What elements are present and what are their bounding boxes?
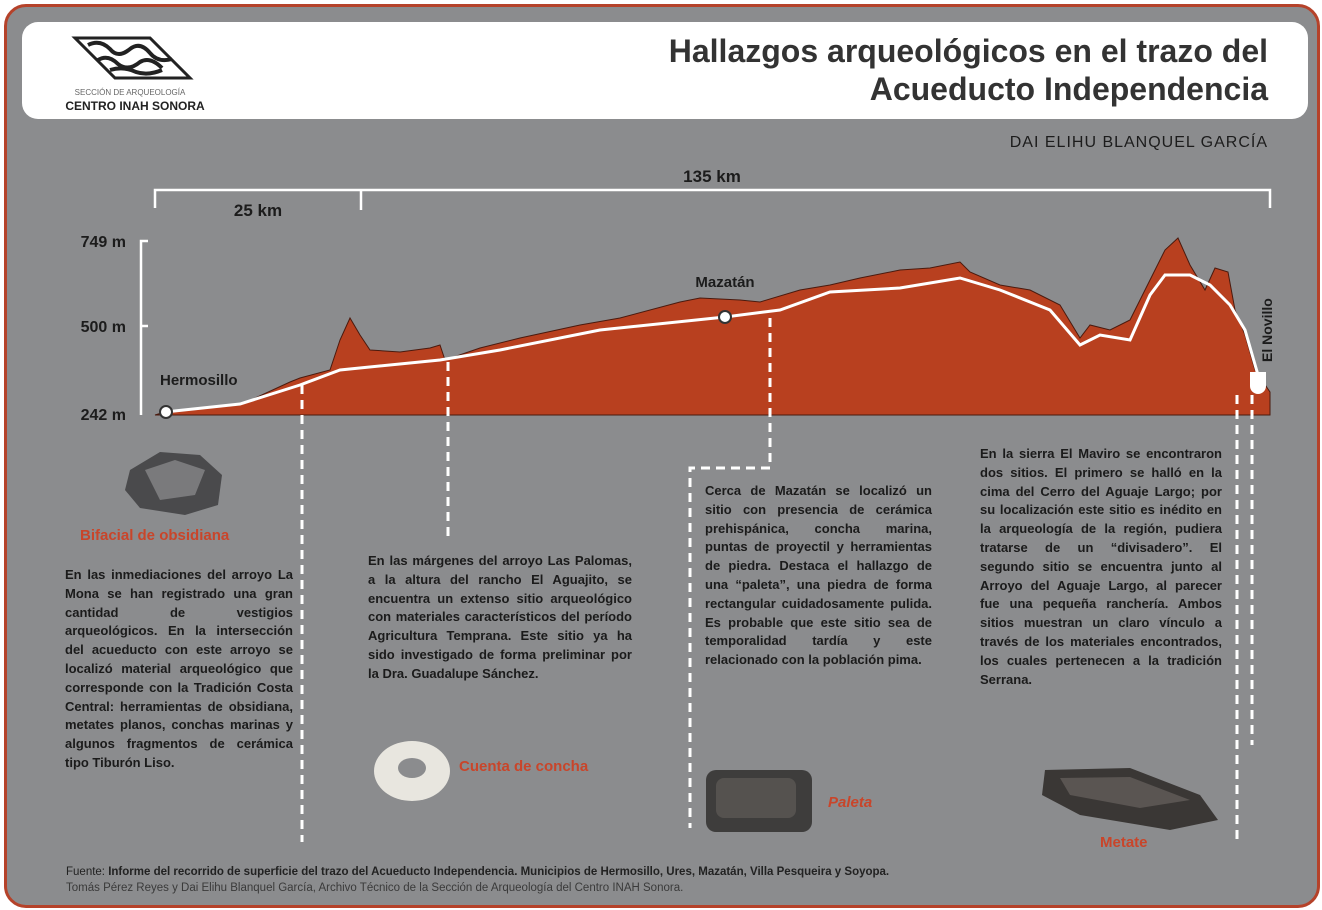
obsidian-image: [125, 452, 222, 515]
hermosillo-marker: [160, 406, 172, 418]
title-line1: Hallazgos arqueológicos en el trazo del: [669, 33, 1268, 69]
shell-bead-image: [374, 741, 450, 801]
finding-text: Cerca de Mazatán se localizó un sitio co…: [705, 482, 932, 670]
finding-label: Metate: [1100, 834, 1148, 851]
finding-text: En la sierra El Maviro se encontraron do…: [980, 445, 1222, 689]
author: DAI ELIHU BLANQUEL GARCÍA: [1010, 132, 1268, 151]
elevation-label: 242 m: [81, 407, 126, 424]
elevation-label: 500 m: [81, 319, 126, 336]
place-label: Mazatán: [695, 274, 754, 291]
title-line2: Acueducto Independencia: [870, 71, 1268, 107]
source-prefix: Fuente:: [66, 866, 105, 878]
terrain-profile: [155, 238, 1270, 415]
source-title: Informe del recorrido de superficie del …: [108, 866, 889, 878]
metate-image: [1042, 768, 1218, 830]
place-label: El Novillo: [1259, 298, 1275, 362]
segment-distance: 25 km: [234, 201, 282, 220]
logo-line1: SECCIÓN DE ARQUEOLOGÍA: [75, 88, 186, 97]
source-line1: Fuente: Informe del recorrido de superfi…: [66, 866, 889, 878]
finding-label: Paleta: [828, 794, 872, 811]
source-line2: Tomás Pérez Reyes y Dai Elihu Blanquel G…: [66, 882, 683, 894]
mazatan-marker: [719, 311, 731, 323]
distance-brackets: [155, 190, 1270, 210]
total-distance: 135 km: [683, 167, 741, 186]
elevation-axis: [141, 241, 148, 415]
finding-text: En las inmediaciones del arroyo La Mona …: [65, 566, 293, 773]
finding-label: Cuenta de concha: [459, 758, 588, 775]
paleta-image: [706, 770, 812, 832]
logo-line2: CENTRO INAH SONORA: [65, 99, 205, 113]
elevation-label: 749 m: [81, 234, 126, 251]
page-body: SECCIÓN DE ARQUEOLOGÍA CENTRO INAH SONOR…: [0, 0, 1322, 910]
place-label: Hermosillo: [160, 372, 238, 389]
page: Hallazgos arqueológicos {"header": {"log…: [0, 0, 1322, 910]
finding-label: Bifacial de obsidiana: [80, 527, 229, 544]
finding-text: En las márgenes del arroyo Las Palomas, …: [368, 552, 632, 684]
